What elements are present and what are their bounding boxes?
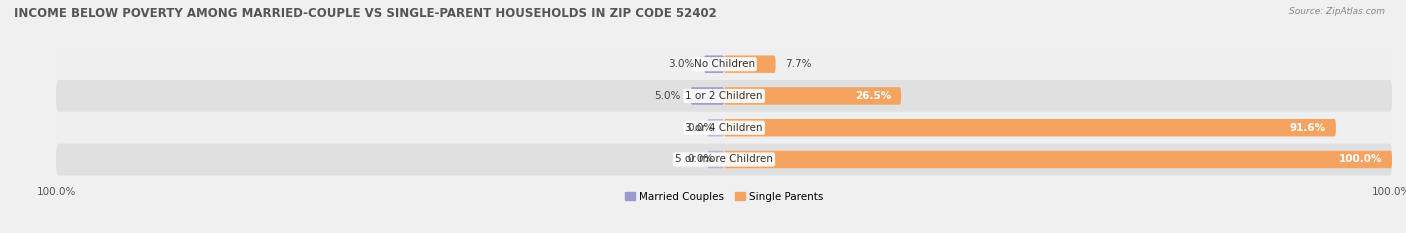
Legend: Married Couples, Single Parents: Married Couples, Single Parents xyxy=(624,192,824,202)
FancyBboxPatch shape xyxy=(56,80,1392,112)
Text: 0.0%: 0.0% xyxy=(688,154,714,164)
FancyBboxPatch shape xyxy=(724,119,1336,137)
FancyBboxPatch shape xyxy=(707,119,724,137)
FancyBboxPatch shape xyxy=(704,55,724,73)
Text: 0.0%: 0.0% xyxy=(688,123,714,133)
Text: 26.5%: 26.5% xyxy=(855,91,891,101)
FancyBboxPatch shape xyxy=(724,87,901,105)
Text: 5.0%: 5.0% xyxy=(654,91,681,101)
FancyBboxPatch shape xyxy=(56,144,1392,175)
Text: 3.0%: 3.0% xyxy=(668,59,695,69)
Text: 91.6%: 91.6% xyxy=(1289,123,1326,133)
FancyBboxPatch shape xyxy=(56,48,1392,80)
Text: 7.7%: 7.7% xyxy=(786,59,813,69)
Text: INCOME BELOW POVERTY AMONG MARRIED-COUPLE VS SINGLE-PARENT HOUSEHOLDS IN ZIP COD: INCOME BELOW POVERTY AMONG MARRIED-COUPL… xyxy=(14,7,717,20)
FancyBboxPatch shape xyxy=(724,55,776,73)
Text: 3 or 4 Children: 3 or 4 Children xyxy=(685,123,763,133)
Text: 100.0%: 100.0% xyxy=(1339,154,1382,164)
Text: Source: ZipAtlas.com: Source: ZipAtlas.com xyxy=(1289,7,1385,16)
Text: No Children: No Children xyxy=(693,59,755,69)
Text: 1 or 2 Children: 1 or 2 Children xyxy=(685,91,763,101)
FancyBboxPatch shape xyxy=(690,87,724,105)
FancyBboxPatch shape xyxy=(56,112,1392,144)
FancyBboxPatch shape xyxy=(707,151,724,168)
Text: 5 or more Children: 5 or more Children xyxy=(675,154,773,164)
FancyBboxPatch shape xyxy=(724,151,1392,168)
